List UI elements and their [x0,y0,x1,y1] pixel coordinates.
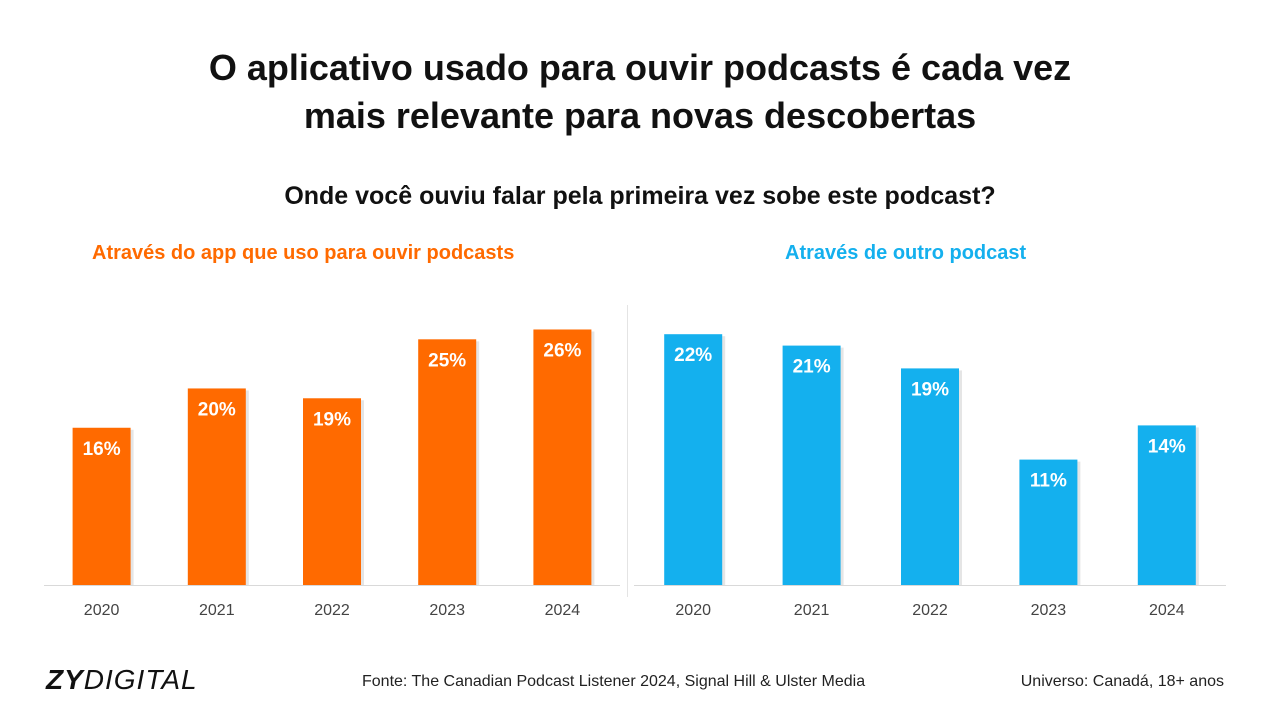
bar-2020 [664,334,723,585]
bar-2023 [418,339,477,585]
data-label: 14% [1148,436,1186,457]
data-label: 19% [911,379,949,400]
data-label: 20% [198,399,236,420]
universe-note: Universo: Canadá, 18+ anos [1020,673,1224,690]
data-label: 25% [428,350,466,371]
page-title-line-2: mais relevante para novas descobertas [303,95,977,136]
data-label: 19% [313,409,351,430]
x-tick-label: 2022 [912,602,948,619]
data-label: 26% [543,340,581,361]
bar-2021 [782,345,841,585]
x-tick-label: 2023 [1031,602,1067,619]
data-label: 11% [1030,471,1067,492]
bar-2024 [533,329,592,585]
logo-digital-text: DIGITAL [83,664,198,695]
x-tick-label: 2020 [675,602,711,619]
page-title-line-1: O aplicativo usado para ouvir podcasts é… [208,47,1072,88]
chart-panel-1: 22% 2020 21% 2021 19% 2022 11% 2023 14% 2024 [634,334,1226,619]
data-label: 16% [83,439,121,460]
bar-2023 [1019,459,1078,585]
bar-2022 [303,398,361,585]
page-title: O aplicativo usado para ouvir podcasts é… [0,44,1280,140]
chart-divider [627,305,628,597]
bar-2022 [901,368,959,585]
series-title-app: Através do app que uso para ouvir podcas… [92,242,515,264]
x-tick-label: 2022 [314,602,350,619]
source-note: Fonte: The Canadian Podcast Listener 202… [362,673,866,690]
data-label: 22% [674,345,712,366]
data-label: 21% [793,357,831,378]
bar-2021 [187,388,246,585]
x-tick-label: 2021 [794,602,830,619]
question-subtitle: Onde você ouviu falar pela primeira vez … [284,182,996,210]
series-title-other-podcast: Através de outro podcast [785,242,1027,264]
chart-panel-0: 16% 2020 20% 2021 19% 2022 25% 2023 26% 2024 [44,329,620,619]
x-tick-label: 2020 [84,602,120,619]
bar-2020 [72,427,131,585]
zydigital-logo: ZYDIGITAL [46,664,198,696]
x-tick-label: 2024 [545,602,581,619]
x-tick-label: 2023 [429,602,465,619]
bar-2024 [1137,425,1196,585]
logo-zy-text: ZY [46,664,84,695]
x-tick-label: 2021 [199,602,235,619]
x-tick-label: 2024 [1149,602,1185,619]
